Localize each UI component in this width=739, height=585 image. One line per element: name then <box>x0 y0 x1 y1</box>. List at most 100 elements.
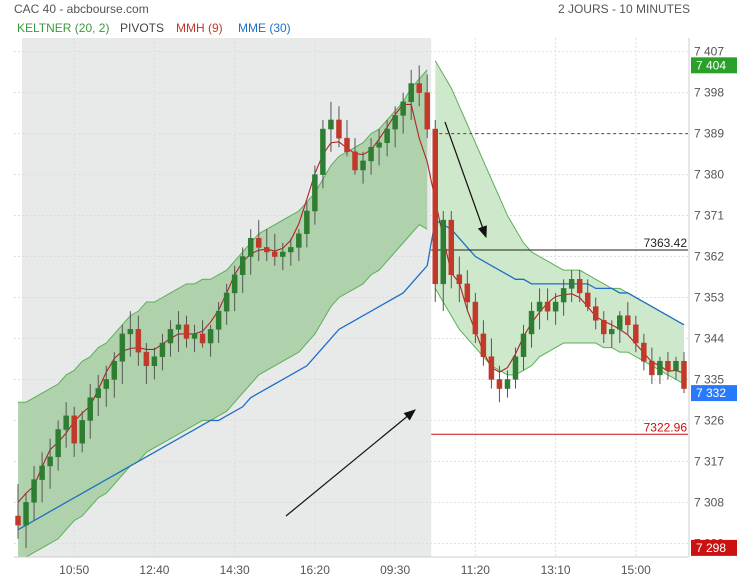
candle-body <box>649 360 655 376</box>
candle-body <box>239 256 246 275</box>
candle-body <box>143 351 150 367</box>
x-tick-label: 09:30 <box>380 563 410 577</box>
candle-body <box>23 502 29 526</box>
keltner-area-day1 <box>18 69 428 558</box>
candle-body <box>609 329 615 335</box>
top-price-badge-bg <box>691 57 737 74</box>
x-tick-label: 15:00 <box>621 563 651 577</box>
y-tick-label: 7 380 <box>694 168 724 182</box>
candle-body <box>175 324 182 330</box>
candle-body <box>71 415 77 444</box>
candle-body <box>15 515 21 526</box>
candlesticks <box>15 65 687 548</box>
candle-body <box>191 333 198 339</box>
candle-body <box>255 238 262 248</box>
x-tick-label: 12:40 <box>139 563 169 577</box>
candle-body <box>312 174 318 212</box>
low-price-badge-bg <box>691 539 737 556</box>
candle-body <box>199 333 206 344</box>
legend-mmh: MMH (9) <box>176 21 223 35</box>
candle-body <box>360 160 366 171</box>
candle-body <box>39 465 45 480</box>
candle-body <box>384 128 390 143</box>
candle-body <box>544 301 551 312</box>
candle-body <box>496 379 503 389</box>
candle-body <box>320 128 326 175</box>
current-price-badge-text: 7 332 <box>696 386 726 400</box>
y-tick-label: 7 371 <box>694 209 724 223</box>
candle-body <box>336 119 342 139</box>
y-tick-label: 7 353 <box>694 291 724 305</box>
x-tick-label: 16:20 <box>300 563 330 577</box>
mmh-line <box>17 103 685 503</box>
candle-body <box>151 356 158 367</box>
candle-body <box>416 83 422 93</box>
legend-keltner: KELTNER (20, 2) <box>17 21 109 35</box>
chart-title: CAC 40 - abcbourse.com <box>14 2 149 16</box>
candle-body <box>31 479 37 503</box>
candle-body <box>223 292 230 312</box>
price-badges: 7 404 7 332 7 298 <box>691 57 737 556</box>
candle-body <box>641 342 647 362</box>
candle-body <box>247 238 254 257</box>
candle-body <box>657 360 663 376</box>
chart-period: 2 JOURS - 10 MINUTES <box>558 2 690 16</box>
candle-body <box>87 397 93 421</box>
candle-body <box>504 379 511 389</box>
keltner-upper-line <box>18 69 428 403</box>
candle-body <box>207 329 214 344</box>
candle-body <box>368 147 374 162</box>
y-tick-label: 7 326 <box>694 413 724 427</box>
y-tick-label: 7 398 <box>694 86 724 100</box>
candle-body <box>231 274 238 294</box>
candle-body <box>480 333 487 357</box>
top-price-badge-text: 7 404 <box>696 58 726 72</box>
x-tick-label: 11:20 <box>461 563 490 577</box>
candle-body <box>183 324 190 339</box>
y-tick-label: 7 362 <box>694 250 724 264</box>
candle-body <box>552 301 559 312</box>
keltner-area-day2 <box>435 60 684 385</box>
candle-body <box>392 115 398 130</box>
candle-body <box>633 324 639 344</box>
candle-body <box>472 301 479 335</box>
y-tick-label: 7 407 <box>694 45 724 59</box>
candle-body <box>280 251 286 257</box>
candle-body <box>464 283 471 303</box>
candle-body <box>296 233 302 248</box>
candle-body <box>456 274 463 285</box>
candle-body <box>432 128 438 285</box>
candle-body <box>681 360 687 389</box>
candle-body <box>512 356 519 380</box>
y-tick-label: 7 335 <box>694 372 724 386</box>
keltner-lower-line <box>18 224 428 558</box>
candle-body <box>625 315 631 326</box>
x-tick-label: 13:10 <box>541 563 571 577</box>
y-tick-label: 7 389 <box>694 127 724 141</box>
candle-body <box>520 333 527 357</box>
candle-body <box>376 142 382 148</box>
x-tick-label: 10:50 <box>59 563 89 577</box>
candle-body <box>288 247 294 253</box>
candle-body <box>111 360 118 380</box>
candle-body <box>63 415 69 430</box>
candle-body <box>584 292 591 307</box>
candle-body <box>440 219 447 285</box>
candle-body <box>103 379 110 389</box>
candle-body <box>47 456 53 467</box>
trend-arrows <box>285 121 487 517</box>
candle-body <box>328 119 334 130</box>
x-tick-label: 14:30 <box>220 563 250 577</box>
pivot-lines: 7363.42 7322.96 <box>431 133 688 435</box>
candle-body <box>448 219 455 275</box>
candle-body <box>344 137 350 153</box>
y-tick-label: 7 344 <box>694 331 724 345</box>
candle-body <box>264 247 270 253</box>
candle-body <box>528 310 535 335</box>
candle-body <box>488 356 495 380</box>
candle-body <box>272 251 278 257</box>
current-price-badge-bg <box>691 385 737 402</box>
candle-body <box>568 279 575 289</box>
y-tick-label: 7 317 <box>694 454 724 468</box>
